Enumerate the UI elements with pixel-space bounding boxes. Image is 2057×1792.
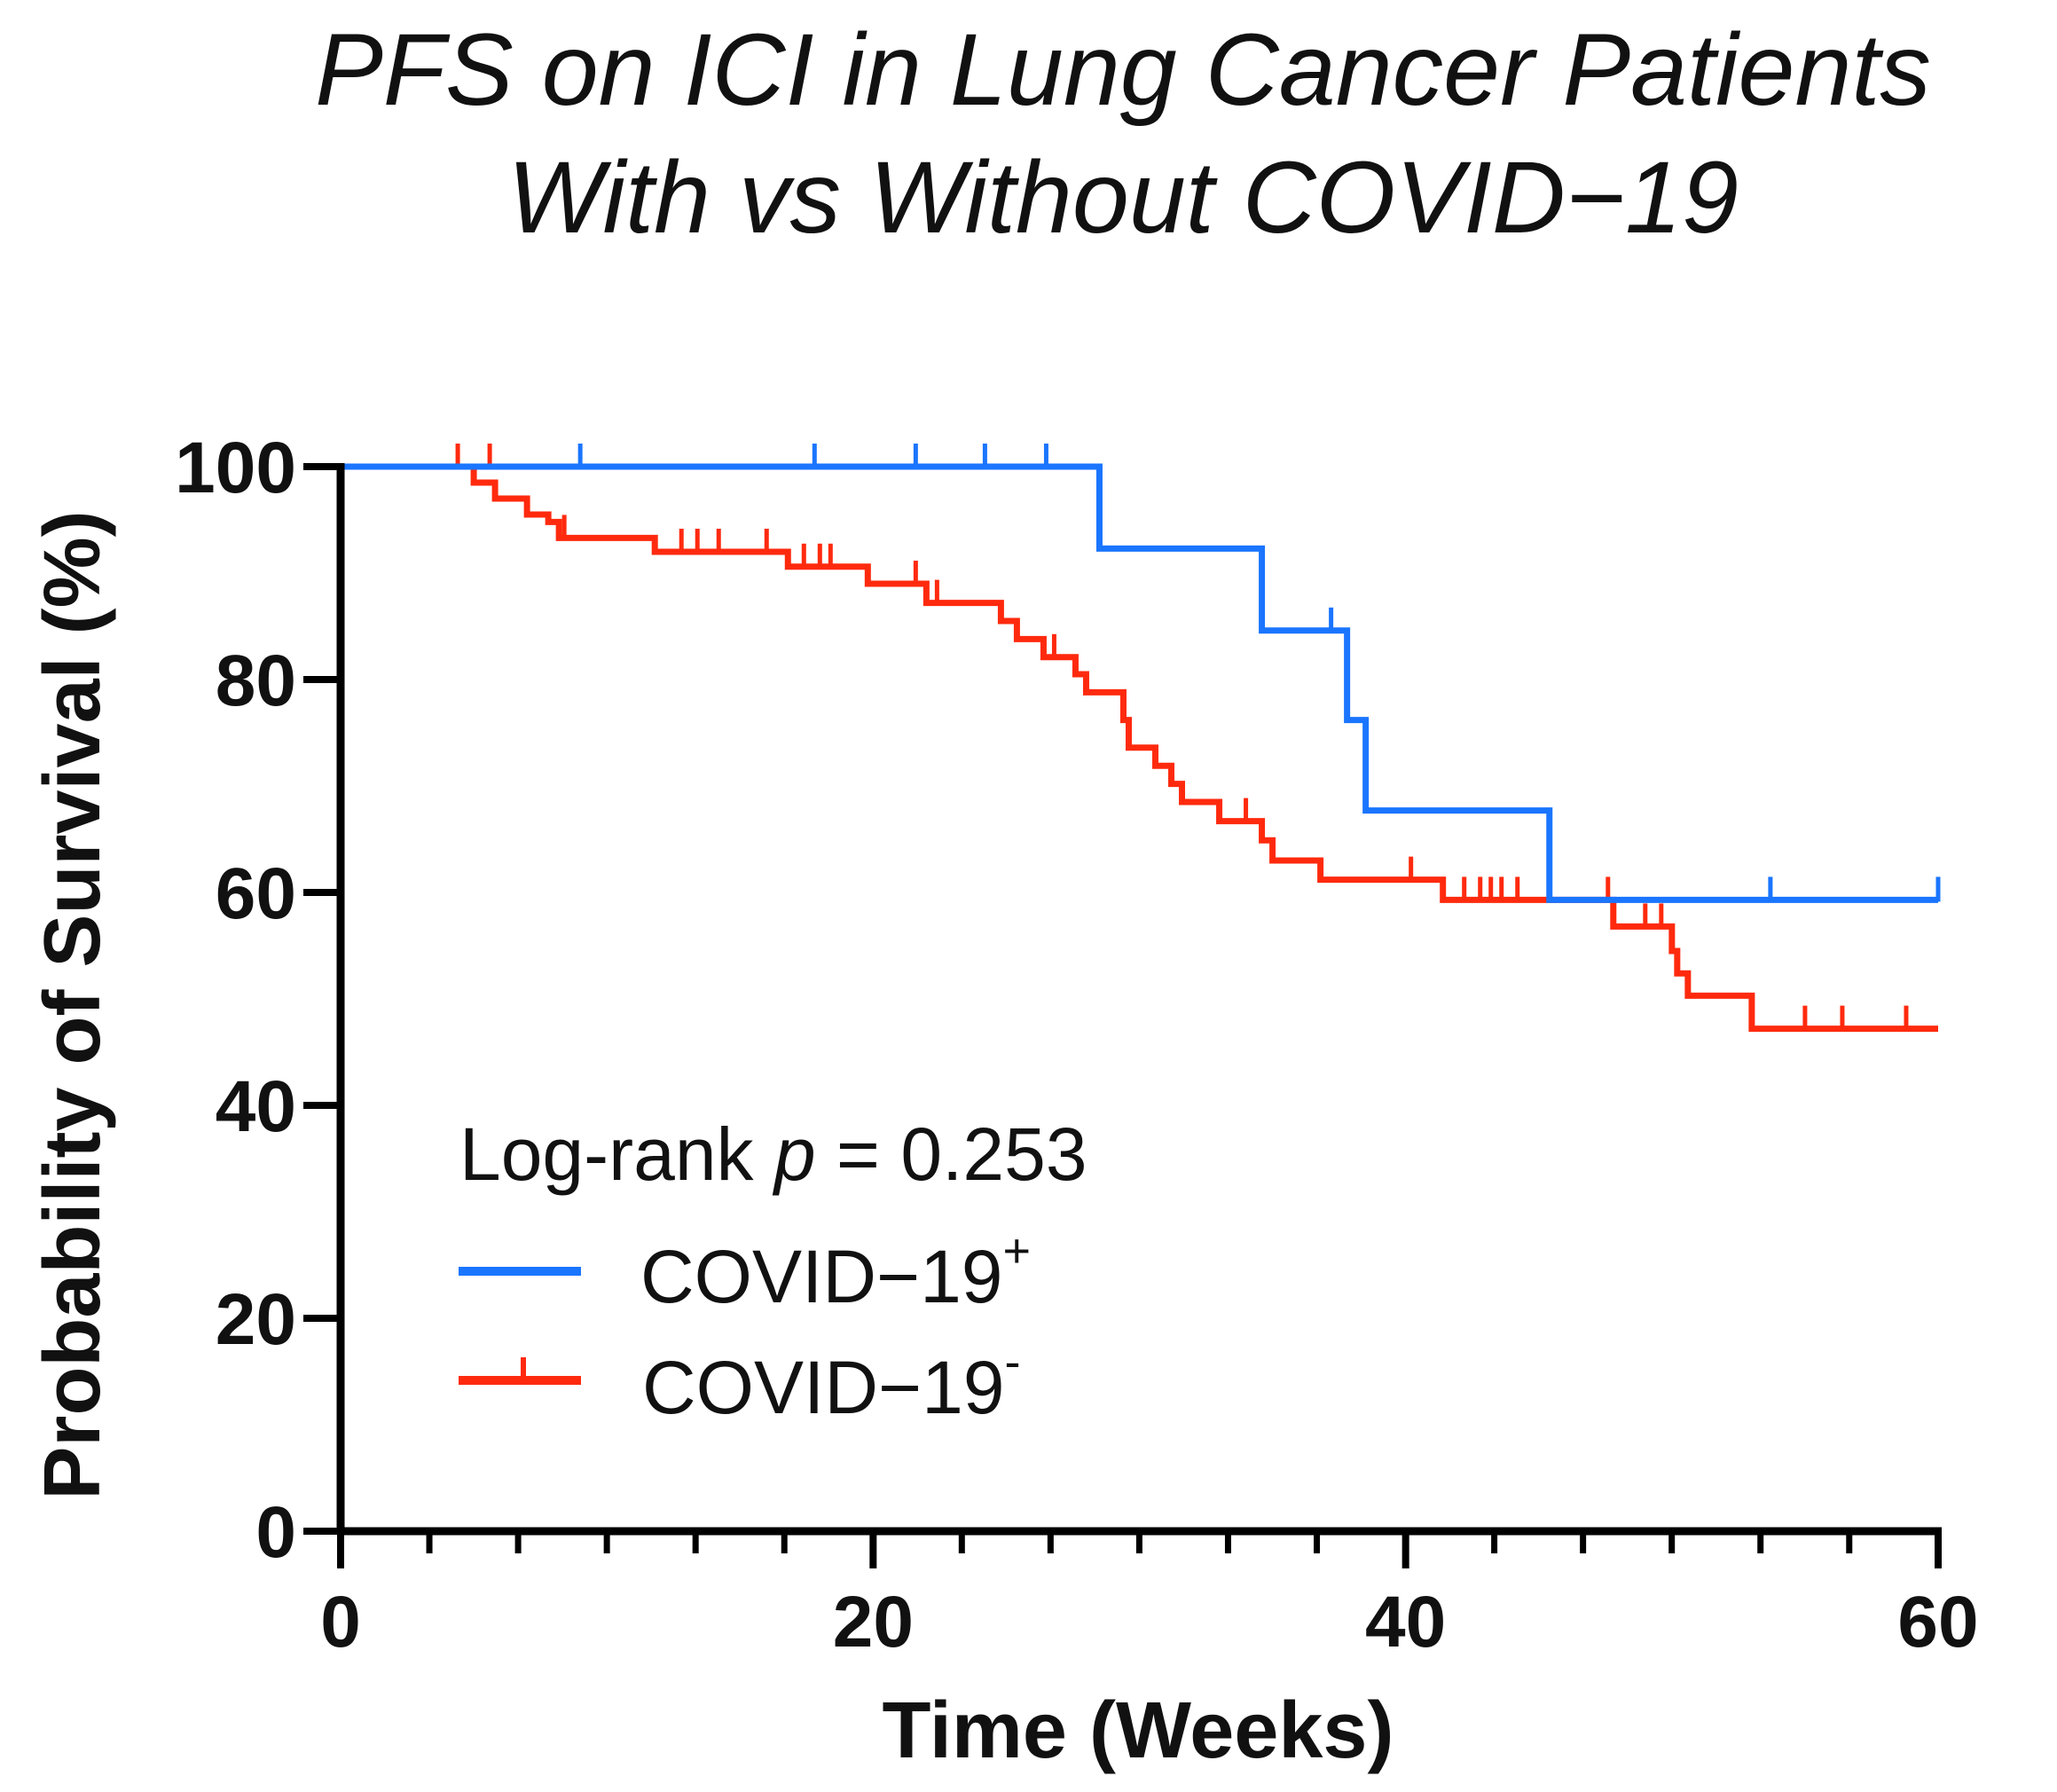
y-tick-label-0: 0 — [255, 1492, 296, 1573]
y-tick-label-20: 20 — [216, 1279, 296, 1360]
x-tick-label-20: 20 — [833, 1582, 914, 1662]
y-tick-label-80: 80 — [216, 641, 296, 721]
x-tick-label-60: 60 — [1897, 1582, 1978, 1662]
legend-label-covid-positive: COVID−19+ — [640, 1224, 1031, 1318]
chart-title-line-2: With vs Without COVID−19 — [507, 141, 1739, 255]
axes: 0 20 40 60 80 100 0 20 40 60 — [175, 428, 1978, 1662]
y-axis-label: Probability of Survival (%) — [28, 510, 117, 1499]
annotation-value: = 0.253 — [816, 1112, 1087, 1196]
legend-label-covid-negative: COVID−19- — [642, 1335, 1021, 1429]
km-curve-covid-positive — [341, 463, 1938, 903]
log-rank-annotation: Log-rank p = 0.253 — [459, 1112, 1087, 1196]
annotation-prefix: Log-rank — [459, 1112, 774, 1196]
legend-label-covid-positive-sup: + — [1003, 1224, 1032, 1277]
x-tick-label-40: 40 — [1365, 1582, 1446, 1662]
x-tick-label-0: 0 — [320, 1582, 361, 1662]
y-tick-label-100: 100 — [175, 428, 296, 508]
legend: COVID−19+ COVID−19- — [459, 1224, 1031, 1429]
legend-label-covid-negative-sup: - — [1005, 1335, 1021, 1388]
km-curve-covid-negative — [341, 463, 1938, 1033]
legend-label-covid-positive-name: COVID−19 — [640, 1235, 1003, 1318]
chart-title-line-1: PFS on ICI in Lung Cancer Patients — [315, 13, 1931, 127]
survival-curves — [341, 444, 1941, 1033]
y-tick-label-40: 40 — [216, 1066, 296, 1147]
x-axis-label: Time (Weeks) — [883, 1686, 1394, 1775]
annotation-p-symbol: p — [772, 1112, 816, 1196]
y-tick-label-60: 60 — [216, 853, 296, 934]
legend-label-covid-negative-name: COVID−19 — [642, 1346, 1005, 1429]
